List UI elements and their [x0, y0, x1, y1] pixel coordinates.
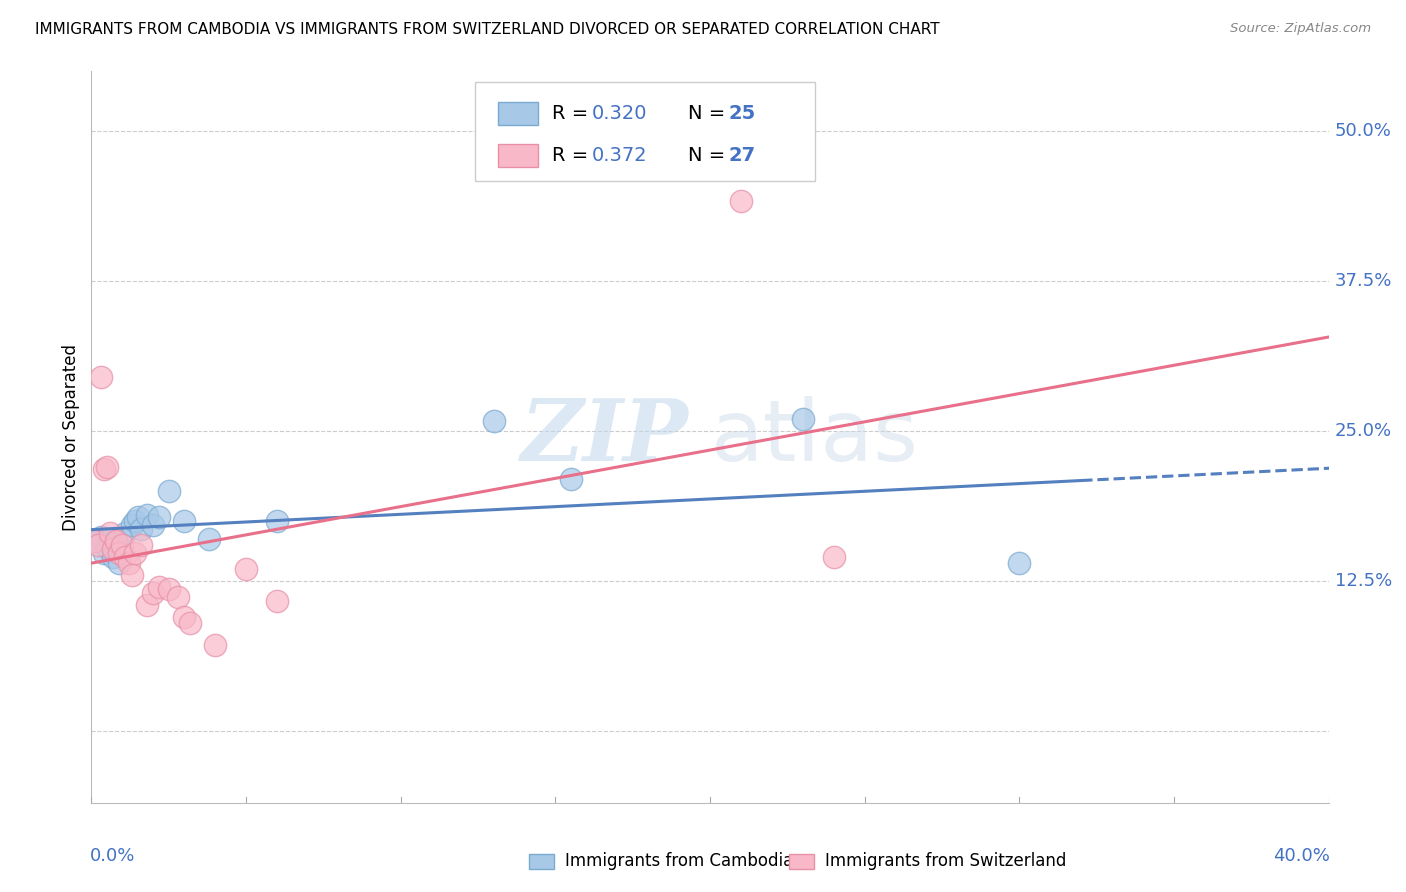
Text: N =: N = [688, 104, 731, 123]
Point [129, 538, 152, 552]
Text: ZIP: ZIP [522, 395, 689, 479]
Point [482, 415, 505, 429]
Point [266, 514, 288, 528]
Point [111, 538, 134, 552]
Point [124, 514, 146, 528]
Text: 37.5%: 37.5% [1334, 272, 1392, 290]
Point [96, 541, 118, 555]
Text: 27: 27 [728, 146, 755, 165]
Point [108, 556, 131, 570]
Point [98, 532, 121, 546]
Point [173, 610, 195, 624]
Point [83, 534, 105, 549]
Text: 40.0%: 40.0% [1272, 847, 1330, 864]
FancyBboxPatch shape [475, 82, 815, 181]
Point [179, 615, 201, 630]
Point [86, 534, 108, 549]
Point [136, 508, 159, 522]
Point [121, 568, 143, 582]
Text: Immigrants from Cambodia: Immigrants from Cambodia [565, 853, 793, 871]
Point [266, 594, 288, 608]
Point [121, 517, 143, 532]
Point [204, 638, 226, 652]
Point [124, 546, 146, 560]
Point [101, 549, 124, 564]
Point [105, 534, 128, 549]
Point [105, 534, 128, 549]
Text: R =: R = [551, 146, 595, 165]
Point [129, 523, 152, 537]
Point [111, 541, 134, 556]
Point [142, 586, 165, 600]
FancyBboxPatch shape [530, 854, 554, 869]
Point [157, 483, 180, 498]
Text: R =: R = [551, 104, 595, 123]
Point [114, 526, 136, 541]
Point [96, 460, 118, 475]
Y-axis label: Divorced or Separated: Divorced or Separated [62, 343, 80, 531]
Text: 0.0%: 0.0% [90, 847, 135, 864]
Point [157, 582, 180, 597]
Point [148, 580, 170, 594]
Text: 50.0%: 50.0% [1334, 122, 1392, 140]
FancyBboxPatch shape [499, 144, 538, 167]
Text: atlas: atlas [711, 395, 920, 479]
Point [823, 549, 845, 564]
Point [90, 370, 112, 384]
Point [93, 546, 115, 560]
Point [86, 538, 108, 552]
Text: Immigrants from Switzerland: Immigrants from Switzerland [825, 853, 1067, 871]
Point [198, 532, 221, 546]
Point [136, 598, 159, 612]
Point [173, 514, 195, 528]
Text: 0.320: 0.320 [592, 104, 647, 123]
Text: IMMIGRANTS FROM CAMBODIA VS IMMIGRANTS FROM SWITZERLAND DIVORCED OR SEPARATED CO: IMMIGRANTS FROM CAMBODIA VS IMMIGRANTS F… [35, 22, 939, 37]
Text: Source: ZipAtlas.com: Source: ZipAtlas.com [1230, 22, 1371, 36]
Point [127, 510, 149, 524]
Point [148, 510, 170, 524]
Point [730, 194, 752, 208]
Point [1008, 556, 1031, 570]
Text: 25.0%: 25.0% [1334, 422, 1392, 440]
FancyBboxPatch shape [789, 854, 814, 869]
Point [117, 556, 139, 570]
Point [792, 412, 814, 426]
Point [142, 517, 165, 532]
Text: 25: 25 [728, 104, 756, 123]
Point [108, 546, 131, 560]
Point [114, 549, 136, 564]
Text: 12.5%: 12.5% [1334, 572, 1392, 590]
Point [560, 472, 582, 486]
Text: N =: N = [688, 146, 731, 165]
Point [101, 541, 124, 556]
Point [90, 530, 112, 544]
FancyBboxPatch shape [499, 102, 538, 126]
Point [93, 462, 115, 476]
Point [167, 590, 190, 604]
Text: 0.372: 0.372 [592, 146, 647, 165]
Point [98, 526, 121, 541]
Point [235, 562, 257, 576]
